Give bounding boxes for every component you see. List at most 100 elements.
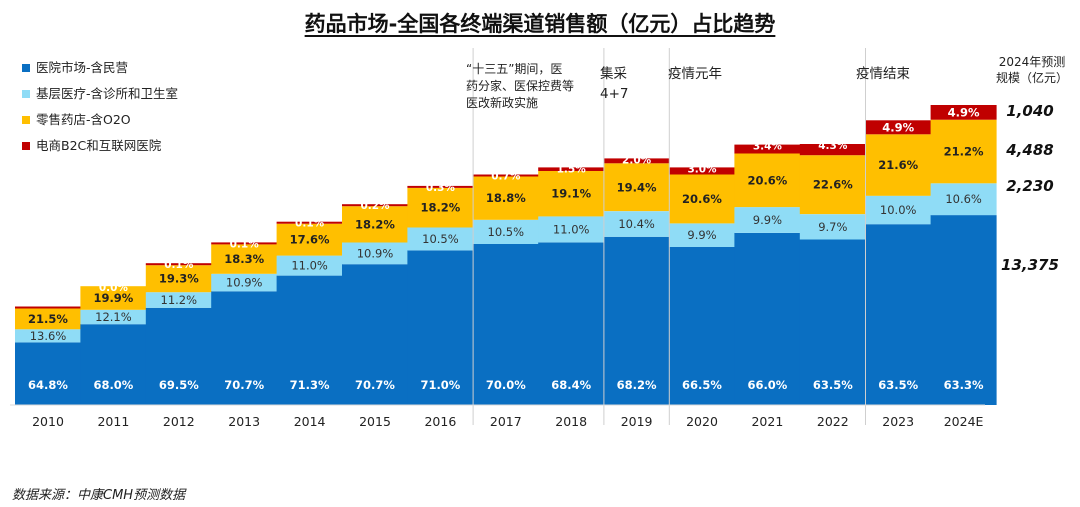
data-label: 68.0% bbox=[93, 378, 133, 392]
data-label: 21.6% bbox=[878, 158, 918, 172]
data-label: 71.3% bbox=[290, 378, 330, 392]
stacked-bar-chart: 64.8% 13.6% 21.5% 68.0% 12.1% 19.9%0.0% 69.5% 1… bbox=[10, 48, 1068, 429]
bar-segment bbox=[407, 250, 474, 405]
forecast-value: 2,230 bbox=[1006, 177, 1053, 195]
period-annotation: 4+7 bbox=[600, 86, 629, 102]
data-label: 3.4% bbox=[753, 141, 783, 153]
bar-segment bbox=[538, 167, 605, 171]
bar-segment bbox=[342, 204, 408, 207]
bar-segment bbox=[407, 187, 474, 228]
data-label: 68.2% bbox=[617, 378, 657, 392]
data-label: 69.5% bbox=[159, 378, 199, 392]
period-annotation: 疫情元年 bbox=[668, 66, 722, 82]
x-tick-label: 2021 bbox=[751, 414, 783, 429]
bar-segment bbox=[211, 273, 278, 292]
bar-segment bbox=[603, 236, 670, 405]
data-label: 10.5% bbox=[488, 225, 525, 239]
data-label: 13.6% bbox=[30, 329, 67, 343]
data-label: 70.7% bbox=[224, 378, 264, 392]
bar-segment bbox=[80, 324, 147, 405]
data-label: 9.7% bbox=[818, 220, 847, 234]
forecast-header: 2024年预测 bbox=[999, 55, 1066, 69]
data-label: 21.2% bbox=[944, 145, 984, 159]
legend-swatch bbox=[22, 142, 30, 150]
data-label: 0.1% bbox=[164, 259, 194, 271]
bar-segment bbox=[865, 120, 932, 135]
period-annotation: 疫情结束 bbox=[856, 66, 910, 82]
x-tick-label: 2016 bbox=[424, 414, 456, 429]
data-label: 10.6% bbox=[945, 192, 982, 206]
x-tick-label: 2017 bbox=[490, 414, 522, 429]
bar-segment bbox=[669, 223, 735, 247]
data-label: 11.0% bbox=[291, 259, 328, 273]
forecast-value: 13,375 bbox=[1001, 256, 1059, 274]
data-label: 2.0% bbox=[622, 154, 652, 166]
data-label: 18.8% bbox=[486, 191, 526, 205]
bar-segment bbox=[799, 239, 866, 405]
legend-label: 基层医疗-含诊所和卫生室 bbox=[36, 86, 178, 101]
source-note: 数据来源：中康CMH预测数据 bbox=[12, 488, 186, 503]
bar-segment bbox=[276, 221, 343, 224]
bar-segment bbox=[15, 342, 81, 405]
bar-segment bbox=[145, 307, 212, 405]
chart-title: 药品市场-全国各终端渠道销售额（亿元）占比趋势 bbox=[304, 12, 776, 36]
bar-segment bbox=[865, 134, 932, 196]
x-tick-label: 2012 bbox=[163, 414, 195, 429]
bar-segment bbox=[734, 144, 801, 154]
data-label: 70.0% bbox=[486, 378, 526, 392]
bar-segment bbox=[603, 211, 670, 237]
bar-segment bbox=[603, 158, 670, 164]
bar-segment bbox=[669, 247, 735, 405]
data-label: 4.9% bbox=[948, 105, 980, 119]
bar-group bbox=[15, 105, 997, 405]
bar-segment bbox=[342, 242, 408, 265]
x-tick-label: 2022 bbox=[817, 414, 849, 429]
bar-segment bbox=[145, 292, 212, 308]
data-label: 20.6% bbox=[682, 192, 722, 206]
bar-segment bbox=[145, 263, 212, 266]
bar-segment bbox=[799, 155, 866, 215]
bar-segment bbox=[669, 167, 735, 175]
data-label: 10.9% bbox=[357, 246, 394, 260]
period-annotation: 药分家、医保控费等 bbox=[466, 78, 574, 93]
legend-label: 医院市场-含民营 bbox=[36, 60, 128, 75]
x-tick-label: 2011 bbox=[97, 414, 129, 429]
period-annotation: 集采 bbox=[600, 66, 628, 82]
data-label: 3.0% bbox=[687, 163, 717, 175]
bar-segment bbox=[276, 223, 343, 256]
forecast-value: 4,488 bbox=[1005, 141, 1053, 159]
period-dividers bbox=[472, 48, 866, 425]
data-label: 4.3% bbox=[818, 140, 848, 152]
data-label: 68.4% bbox=[551, 378, 591, 392]
bar-segment bbox=[865, 224, 932, 405]
bar-segment bbox=[799, 144, 866, 156]
x-tick-label: 2018 bbox=[555, 414, 587, 429]
bar-segment bbox=[472, 243, 539, 405]
data-label: 18.2% bbox=[355, 217, 395, 231]
data-label: 1.5% bbox=[557, 163, 587, 175]
data-label: 66.5% bbox=[682, 378, 722, 392]
bar-segment bbox=[538, 171, 605, 217]
bar-segment bbox=[538, 216, 605, 243]
data-label: 12.1% bbox=[95, 310, 132, 324]
legend-swatch bbox=[22, 90, 30, 98]
bar-segment bbox=[342, 206, 408, 243]
data-label: 4.9% bbox=[882, 120, 914, 134]
bar-segment bbox=[865, 195, 932, 225]
data-label: 11.0% bbox=[553, 222, 590, 236]
data-label: 10.5% bbox=[422, 232, 459, 246]
data-label: 20.6% bbox=[747, 173, 787, 187]
data-label: 22.6% bbox=[813, 178, 853, 192]
data-label: 10.4% bbox=[618, 217, 655, 231]
period-annotation: “十三五”期间，医 bbox=[466, 62, 562, 76]
bar-segment bbox=[80, 309, 147, 325]
data-label: 19.4% bbox=[617, 180, 657, 194]
data-label: 18.3% bbox=[224, 252, 264, 266]
x-tick-label: 2015 bbox=[359, 414, 391, 429]
bar-segment bbox=[603, 163, 670, 212]
data-label: 64.8% bbox=[28, 378, 68, 392]
bar-segment bbox=[734, 153, 801, 208]
data-label: 10.0% bbox=[880, 203, 917, 217]
data-label: 21.5% bbox=[28, 312, 68, 326]
